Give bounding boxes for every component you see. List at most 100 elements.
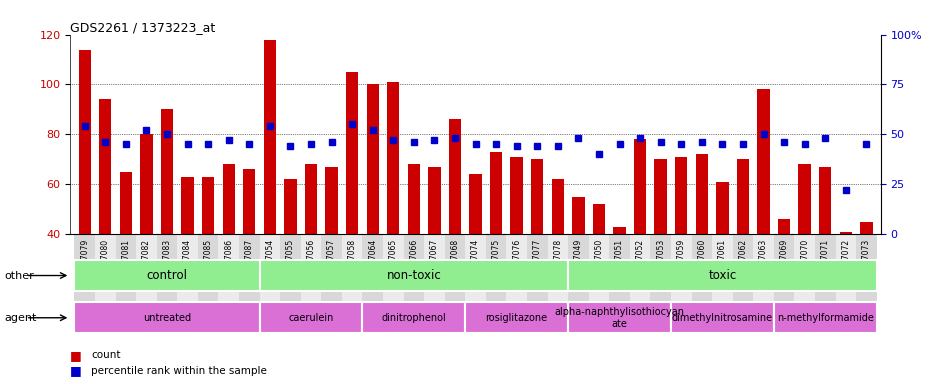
Text: dimethylnitrosamine: dimethylnitrosamine [671,313,772,323]
Bar [445,234,465,324]
Bar [218,234,239,324]
Bar [634,139,646,234]
Bar [383,234,403,324]
Bar [715,182,728,234]
Bar [469,174,481,234]
Bar [465,302,567,333]
Bar [448,119,461,234]
Text: other: other [5,270,35,281]
Bar [197,234,218,324]
Bar [670,234,691,324]
Bar [572,197,584,234]
Bar [74,260,259,291]
Bar [531,159,543,234]
Bar [407,164,419,234]
Bar [424,234,445,324]
Bar [280,234,300,324]
Bar [403,234,424,324]
Text: rosiglitazone: rosiglitazone [485,313,548,323]
Text: ■: ■ [70,364,82,377]
Bar [156,234,177,324]
Bar [325,167,337,234]
Bar [711,234,732,324]
Bar [161,109,173,234]
Bar [691,234,711,324]
Bar [547,234,567,324]
Bar [526,234,547,324]
Bar [839,232,851,234]
Bar [366,84,378,234]
Bar [342,234,362,324]
Text: non-toxic: non-toxic [386,269,441,282]
Text: percentile rank within the sample: percentile rank within the sample [91,366,267,376]
Bar [551,179,563,234]
Bar [362,302,465,333]
Bar [259,302,362,333]
Bar [115,234,136,324]
Bar [136,234,156,324]
Bar [674,157,687,234]
Bar [797,164,810,234]
Bar [695,154,708,234]
Bar [321,234,342,324]
Text: ■: ■ [70,349,82,362]
Bar [485,234,505,324]
Text: dinitrophenol: dinitrophenol [381,313,446,323]
Bar [140,134,153,234]
Bar [567,302,670,333]
Bar [362,234,383,324]
Bar [345,72,358,234]
Bar [202,177,214,234]
Bar [259,234,280,324]
Bar [753,234,773,324]
Text: alpha-naphthylisothiocyan
ate: alpha-naphthylisothiocyan ate [554,307,684,329]
Bar [567,260,876,291]
Bar [177,234,197,324]
Text: untreated: untreated [143,313,191,323]
Bar [222,164,235,234]
Bar [814,234,835,324]
Text: toxic: toxic [708,269,736,282]
Bar [490,152,502,234]
Bar [304,164,316,234]
Bar [510,157,522,234]
Bar [263,40,276,234]
Text: count: count [91,350,120,360]
Text: GDS2261 / 1373223_at: GDS2261 / 1373223_at [70,21,215,34]
Bar [387,82,399,234]
Bar [818,167,830,234]
Bar [74,302,259,333]
Bar [756,89,768,234]
Bar [794,234,814,324]
Bar [95,234,115,324]
Text: caerulein: caerulein [288,313,333,323]
Bar [608,234,629,324]
Bar [835,234,856,324]
Bar [592,204,605,234]
Bar [613,227,625,234]
Bar [588,234,608,324]
Bar [736,159,748,234]
Bar [859,222,871,234]
Bar [428,167,440,234]
Bar [74,234,95,324]
Bar [259,260,567,291]
Bar [650,234,670,324]
Bar [773,302,876,333]
Bar [670,302,773,333]
Bar [654,159,666,234]
Text: control: control [146,269,187,282]
Bar [182,177,194,234]
Bar [505,234,526,324]
Bar [465,234,485,324]
Bar [773,234,794,324]
Bar [99,99,111,234]
Bar [732,234,753,324]
Bar [300,234,321,324]
Bar [629,234,650,324]
Bar [239,234,259,324]
Bar [242,169,256,234]
Bar [777,219,789,234]
Bar [120,172,132,234]
Text: n-methylformamide: n-methylformamide [776,313,872,323]
